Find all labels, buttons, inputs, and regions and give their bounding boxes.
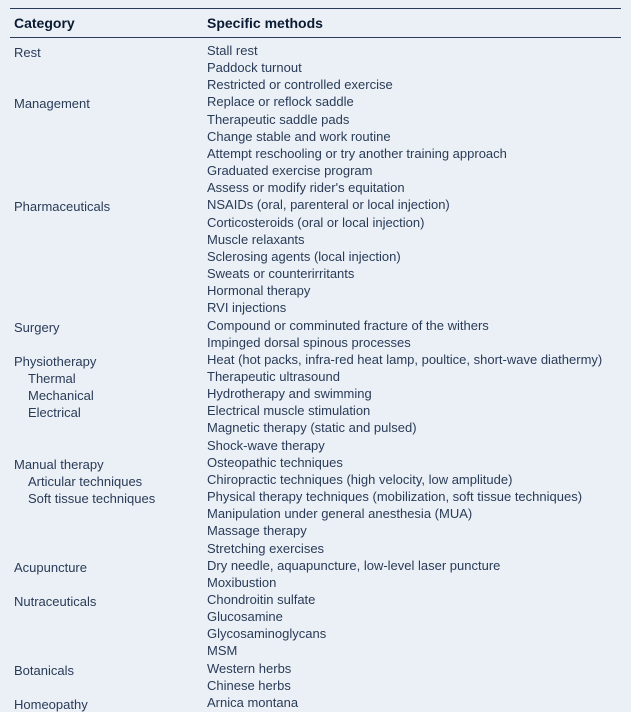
category-sub: Thermal bbox=[14, 370, 199, 387]
method-item: Chiropractic techniques (high velocity, … bbox=[207, 471, 617, 488]
method-item: Compound or comminuted fracture of the w… bbox=[207, 317, 617, 334]
method-item: Chondroitin sulfate bbox=[207, 591, 617, 608]
category-cell: Rest bbox=[10, 38, 203, 94]
method-item: Assess or modify rider's equitation bbox=[207, 179, 617, 196]
method-item: Arnica montana bbox=[207, 694, 617, 711]
method-item: Stall rest bbox=[207, 42, 617, 59]
category-sub: Electrical bbox=[14, 404, 199, 421]
category-cell: PhysiotherapyThermalMechanicalElectrical bbox=[10, 351, 203, 454]
method-item: Manipulation under general anesthesia (M… bbox=[207, 505, 617, 522]
category-cell: Botanicals bbox=[10, 660, 203, 694]
category-cell: Nutraceuticals bbox=[10, 591, 203, 660]
method-item: Therapeutic ultrasound bbox=[207, 368, 617, 385]
method-item: Therapeutic saddle pads bbox=[207, 111, 617, 128]
method-item: Sweats or counterirritants bbox=[207, 265, 617, 282]
methods-cell: Heat (hot packs, infra-red heat lamp, po… bbox=[203, 351, 621, 454]
category-cell: Surgery bbox=[10, 317, 203, 351]
category-sub: Articular techniques bbox=[14, 473, 199, 490]
category-cell: Manual therapyArticular techniquesSoft t… bbox=[10, 454, 203, 557]
table-row: Pharmaceuticals NSAIDs (oral, parenteral … bbox=[10, 196, 621, 316]
header-row: Category Specific methods bbox=[10, 11, 621, 38]
category-cell: Management bbox=[10, 93, 203, 196]
category-main: Surgery bbox=[14, 317, 199, 336]
category-cell: Pharmaceuticals bbox=[10, 196, 203, 316]
top-rule bbox=[10, 8, 621, 9]
method-item: Sclerosing agents (local injection) bbox=[207, 248, 617, 265]
method-item: Chinese herbs bbox=[207, 677, 617, 694]
method-item: Stretching exercises bbox=[207, 540, 617, 557]
table-row: ManagementReplace or reflock saddleThera… bbox=[10, 93, 621, 196]
methods-cell: Dry needle, aquapuncture, low-level lase… bbox=[203, 557, 621, 591]
category-main: Physiotherapy bbox=[14, 351, 199, 370]
methods-cell: Chondroitin sulfateGlucosamineGlycosamin… bbox=[203, 591, 621, 660]
method-item: Hydrotherapy and swimming bbox=[207, 385, 617, 402]
methods-cell: Osteopathic techniquesChiropractic techn… bbox=[203, 454, 621, 557]
methods-cell: Replace or reflock saddleTherapeutic sad… bbox=[203, 93, 621, 196]
method-item: Massage therapy bbox=[207, 522, 617, 539]
category-main: Botanicals bbox=[14, 660, 199, 679]
category-main: Homeopathy bbox=[14, 694, 199, 712]
method-item: Impinged dorsal spinous processes bbox=[207, 334, 617, 351]
header-methods: Specific methods bbox=[203, 11, 621, 38]
methods-cell: Compound or comminuted fracture of the w… bbox=[203, 317, 621, 351]
method-item: Osteopathic techniques bbox=[207, 454, 617, 471]
table-row: PhysiotherapyThermalMechanicalElectrical… bbox=[10, 351, 621, 454]
method-item: NSAIDs (oral, parenteral or local inject… bbox=[207, 196, 617, 213]
methods-cell: NSAIDs (oral, parenteral or local inject… bbox=[203, 196, 621, 316]
method-item: Electrical muscle stimulation bbox=[207, 402, 617, 419]
method-item: Magnetic therapy (static and pulsed) bbox=[207, 419, 617, 436]
method-item: Physical therapy techniques (mobilizatio… bbox=[207, 488, 617, 505]
methods-table: Category Specific methods RestStall rest… bbox=[10, 11, 621, 712]
method-item: Heat (hot packs, infra-red heat lamp, po… bbox=[207, 351, 617, 368]
table-row: NutraceuticalsChondroitin sulfateGlucosa… bbox=[10, 591, 621, 660]
table-body: RestStall restPaddock turnoutRestricted … bbox=[10, 38, 621, 712]
category-main: Management bbox=[14, 93, 199, 112]
table-row: BotanicalsWestern herbsChinese herbs bbox=[10, 660, 621, 694]
category-main: Nutraceuticals bbox=[14, 591, 199, 610]
method-item: Glucosamine bbox=[207, 608, 617, 625]
method-item: Western herbs bbox=[207, 660, 617, 677]
category-main: Pharmaceuticals bbox=[14, 196, 199, 215]
table-row: Surgery Compound or comminuted fracture o… bbox=[10, 317, 621, 351]
category-sub: Soft tissue techniques bbox=[14, 490, 199, 507]
table-row: Manual therapyArticular techniquesSoft t… bbox=[10, 454, 621, 557]
method-item: Muscle relaxants bbox=[207, 231, 617, 248]
table-row: Acupuncture Dry needle, aquapuncture, low… bbox=[10, 557, 621, 591]
table-row: Homeopathy Arnica montana bbox=[10, 694, 621, 712]
category-cell: Homeopathy bbox=[10, 694, 203, 712]
method-item: MSM bbox=[207, 642, 617, 659]
category-cell: Acupuncture bbox=[10, 557, 203, 591]
table-row: RestStall restPaddock turnoutRestricted … bbox=[10, 38, 621, 94]
category-main: Manual therapy bbox=[14, 454, 199, 473]
method-item: Shock-wave therapy bbox=[207, 437, 617, 454]
method-item: Replace or reflock saddle bbox=[207, 93, 617, 110]
method-item: Change stable and work routine bbox=[207, 128, 617, 145]
category-main: Acupuncture bbox=[14, 557, 199, 576]
method-item: Hormonal therapy bbox=[207, 282, 617, 299]
method-item: Moxibustion bbox=[207, 574, 617, 591]
methods-cell: Stall restPaddock turnoutRestricted or c… bbox=[203, 38, 621, 94]
methods-cell: Arnica montana bbox=[203, 694, 621, 712]
method-item: RVI injections bbox=[207, 299, 617, 316]
method-item: Dry needle, aquapuncture, low-level lase… bbox=[207, 557, 617, 574]
method-item: Paddock turnout bbox=[207, 59, 617, 76]
category-main: Rest bbox=[14, 42, 199, 61]
method-item: Glycosaminoglycans bbox=[207, 625, 617, 642]
header-category: Category bbox=[10, 11, 203, 38]
method-item: Graduated exercise program bbox=[207, 162, 617, 179]
category-sub: Mechanical bbox=[14, 387, 199, 404]
method-item: Attempt reschooling or try another train… bbox=[207, 145, 617, 162]
table-container: Category Specific methods RestStall rest… bbox=[0, 0, 631, 712]
methods-cell: Western herbsChinese herbs bbox=[203, 660, 621, 694]
method-item: Restricted or controlled exercise bbox=[207, 76, 617, 93]
method-item: Corticosteroids (oral or local injection… bbox=[207, 214, 617, 231]
